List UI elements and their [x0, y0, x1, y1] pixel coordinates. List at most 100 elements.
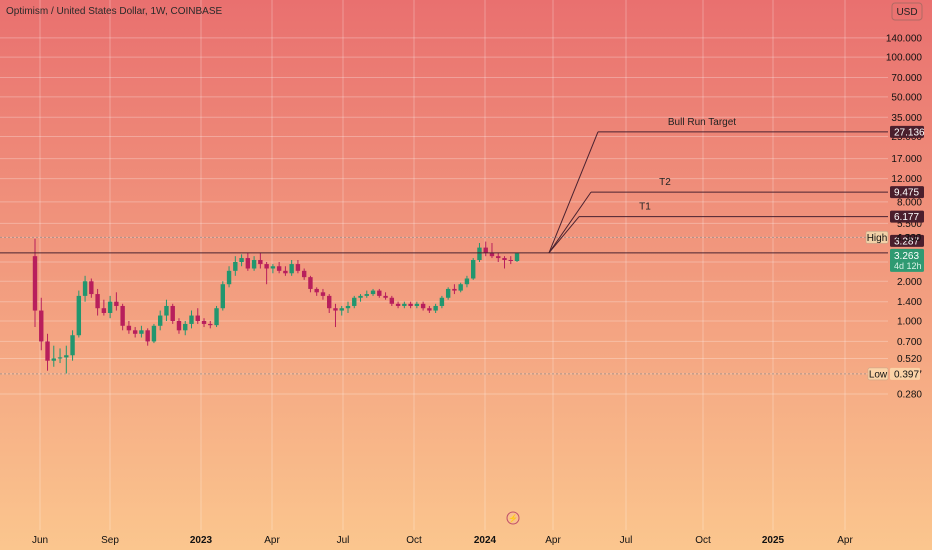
drawings: Bull Run Target T2 T1: [0, 117, 888, 375]
x-tick-label: 2023: [190, 535, 213, 546]
candle-body: [295, 264, 301, 271]
candle-body: [289, 264, 294, 274]
candle-body: [383, 295, 388, 298]
candle: [132, 327, 138, 338]
candle: [283, 266, 288, 276]
y-tick-label: 0.520: [897, 354, 922, 365]
candle-body: [408, 303, 413, 306]
high-tag: High 4.300: [865, 231, 921, 244]
candle-body: [183, 323, 188, 331]
target-drawing[interactable]: Bull Run Target: [548, 117, 888, 254]
candle: [327, 294, 332, 313]
candle: [220, 281, 225, 311]
low-label: Low: [869, 369, 888, 380]
candle: [276, 262, 282, 274]
candle-body: [464, 278, 470, 285]
candle-body: [445, 288, 451, 298]
candle: [151, 323, 157, 344]
candle: [445, 287, 451, 300]
candle: [208, 321, 213, 329]
target-price-tag: 27.136: [890, 125, 925, 138]
candle-body: [270, 266, 276, 269]
candle-body: [452, 288, 457, 291]
candle: [496, 252, 501, 263]
candle-body: [333, 308, 338, 311]
x-tick-label: Oct: [406, 535, 422, 546]
candle-body: [489, 252, 495, 257]
candle: [107, 295, 113, 319]
currency-button[interactable]: USD: [891, 2, 923, 21]
candle-body: [220, 284, 225, 309]
candle: [433, 303, 438, 313]
candle-body: [345, 305, 351, 309]
candle-body: [508, 259, 513, 261]
candle-body: [320, 292, 326, 296]
candle-body: [427, 308, 432, 311]
target-drawing[interactable]: T1: [548, 202, 888, 254]
candle-body: [164, 305, 169, 316]
y-tick-label: 100.000: [886, 53, 923, 64]
high-label: High: [867, 233, 888, 244]
candle: [170, 303, 175, 324]
current-price-text: 3.263: [894, 251, 919, 262]
candle-body: [76, 295, 82, 336]
candle-body: [208, 323, 213, 326]
candle: [514, 252, 520, 263]
candle: [295, 259, 301, 274]
candle: [301, 268, 307, 280]
candle-body: [420, 303, 426, 309]
x-tick-label: Apr: [837, 535, 853, 546]
candle-body: [126, 325, 132, 331]
y-tick-label: 35.000: [891, 113, 922, 124]
low-value: 0.397: [894, 369, 919, 380]
live-indicator[interactable]: ⚡: [506, 511, 520, 525]
y-tick-label: 12.000: [891, 174, 922, 185]
candle: [452, 284, 457, 295]
low-tag: Low 0.397: [867, 367, 920, 380]
candle-body: [389, 297, 395, 304]
x-tick-label: Jun: [32, 535, 48, 546]
candle-body: [483, 247, 488, 253]
y-tick-label: 17.000: [891, 154, 922, 165]
level-price-tag-text: 3.287: [894, 236, 919, 247]
target-price-tag: 6.177: [890, 210, 924, 223]
candle-body: [283, 270, 288, 274]
x-tick-label: 2025: [762, 535, 785, 546]
candle-body: [89, 281, 94, 295]
candle: [489, 243, 495, 259]
candle-body: [57, 357, 63, 359]
candle-body: [95, 294, 100, 309]
candle: [339, 305, 344, 316]
x-tick-label: Jul: [620, 535, 633, 546]
target-drawing[interactable]: T2: [548, 177, 888, 254]
candle: [82, 275, 88, 302]
candle: [352, 295, 357, 309]
candle: [427, 305, 432, 313]
candle: [164, 299, 169, 321]
candle: [402, 301, 407, 309]
candle: [45, 333, 50, 371]
candle-body: [414, 303, 420, 306]
candle: [245, 252, 251, 271]
high-value: 4.300: [896, 233, 921, 244]
y-tick-label: 0.280: [897, 389, 922, 400]
candle-body: [233, 262, 238, 271]
candle: [383, 292, 388, 300]
x-tick-label: Apr: [264, 535, 280, 546]
time-axis[interactable]: Jun Sep 2023 Apr Jul Oct 2024 Apr Jul Oct 2025 Apr: [32, 535, 854, 546]
target-price-tag-text: 6.177: [894, 212, 919, 223]
candle: [408, 301, 413, 309]
candle: [89, 278, 94, 298]
target-diagonal: [548, 191, 592, 254]
target-price-tag: 9.475: [890, 186, 924, 199]
price-axis[interactable]: 140.000100.00070.00050.00035.00025.00017…: [865, 33, 925, 400]
chart-title: Optimism / United States Dollar, 1W, COI…: [6, 6, 223, 17]
candle: [370, 288, 376, 296]
candle: [101, 299, 107, 316]
candle: [70, 330, 75, 361]
candle: [389, 295, 395, 306]
candle-body: [170, 305, 175, 321]
candle-body: [101, 308, 107, 313]
candle: [183, 321, 188, 336]
